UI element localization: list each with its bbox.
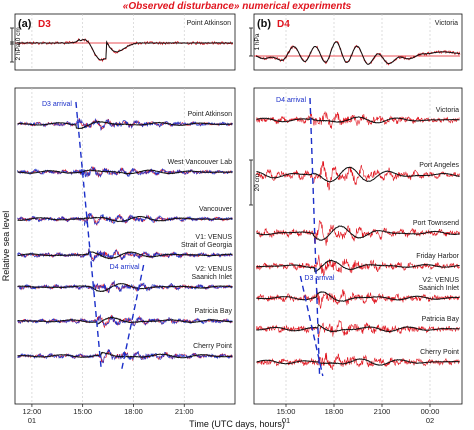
panel-b-x-tick-label: 18:00 (325, 407, 344, 416)
y-axis-title: Relative sea level (1, 211, 11, 282)
panel-b-modeled-line (256, 323, 460, 333)
panel-a-pressure-scale-label: 2 hPa (15, 43, 22, 60)
panel-a-pressure-frame (14, 13, 236, 71)
panel-b-label: (b) (257, 18, 271, 30)
panel-a-pressure-modeled-line (17, 38, 234, 61)
panel-b-pressure-frame (253, 13, 463, 71)
panel-b-x-tick-label: 15:00 (277, 407, 296, 416)
panel-b-arrival-label: D3 arrival (304, 275, 334, 282)
panel-b-observed-line (256, 352, 460, 370)
panel-a-sealevel-scale-label: 10 cm (15, 27, 22, 45)
panel-b-x-tick-label: 00:00 (421, 407, 440, 416)
panel-b-observed-line (256, 161, 460, 191)
panel-b-modeled-line (256, 358, 460, 366)
panel-b-modeled-line (256, 291, 460, 302)
panel-a-station-label: Cherry Point (193, 343, 232, 350)
panel-b-pressure-modeled-line (255, 41, 461, 65)
panel-a-arrival-label: D4 arrival (110, 264, 140, 271)
panel-a-station-label: Point Atkinson (188, 111, 232, 118)
panel-b-station-label: Cherry Point (420, 349, 459, 356)
panel-a-x-day-label: 01 (28, 416, 36, 425)
panel-a-station-label: Strait of Georgia (181, 242, 232, 249)
panel-b-station-label: Port Angeles (419, 162, 459, 169)
panel-b-arrival-label: D4 arrival (276, 97, 306, 104)
panel-b-event-label: D4 (277, 19, 290, 30)
panel-b-modeled-line (256, 259, 460, 273)
panel-b-station-label: Friday Harbor (416, 253, 459, 260)
panel-a-label: (a) (18, 18, 32, 30)
panel-a-x-tick-label: 12:00 (23, 407, 42, 416)
panel-a-station-label: V2: VENUS (195, 266, 232, 273)
panel-b-pressure-station-label: Victoria (435, 20, 458, 27)
panel-b-observed-line (256, 219, 460, 246)
panel-b-sealevel-frame (253, 87, 463, 405)
panel-a-modeled-line (17, 169, 233, 175)
panel-b-station-label: Port Townsend (413, 220, 459, 227)
panel-a-event-label: D3 (38, 19, 51, 30)
panel-b-sealevel-scale-label: 20 cm (254, 174, 261, 192)
panel-a-pressure-observed-line (16, 38, 234, 63)
panel-a-x-tick-label: 18:00 (124, 407, 143, 416)
panel-b-x-day-label: 01 (282, 416, 290, 425)
panel-a-arrival-label: D3 arrival (42, 101, 72, 108)
panel-b-x-day-label: 02 (426, 416, 434, 425)
panel-b-station-label: Patricia Bay (422, 316, 460, 323)
panel-a-modeled-line (17, 316, 233, 325)
panel-b-observed-line (256, 109, 460, 129)
panel-a-modeled-line (17, 251, 233, 260)
panel-a-modeled-line (17, 120, 233, 130)
panel-b-x-tick-label: 2100 (374, 407, 391, 416)
panel-a-sealevel-frame (14, 87, 236, 405)
panel-a-filtered-line (17, 313, 233, 327)
panel-a-station-label: Saanich Inlet (192, 274, 233, 281)
panel-b-station-label: Victoria (436, 107, 459, 114)
panel-a-filtered-line (17, 280, 233, 294)
panel-b-modeled-line (256, 225, 460, 241)
panel-a-station-label: Vancouver (199, 206, 233, 213)
panel-a-station-label: V1: VENUS (195, 234, 232, 241)
panel-a-x-tick-label: 21:00 (175, 407, 194, 416)
panel-b-arrival-line (309, 97, 321, 377)
chart-title: «Observed disturbance» numerical experim… (123, 1, 352, 12)
x-axis-title: Time (UTC days, hours) (189, 419, 285, 429)
panel-b-modeled-line (256, 166, 460, 183)
panel-a-filtered-line (17, 166, 233, 178)
panel-a-modeled-line (17, 215, 233, 223)
panel-b-pressure-scale-label: 1 hPa (254, 33, 261, 50)
panel-a-x-tick-label: 15:00 (73, 407, 92, 416)
panel-b-observed-line (256, 288, 460, 310)
panel-b-arrival-line (299, 275, 324, 377)
panel-a-station-label: West Vancouver Lab (168, 159, 232, 166)
panel-a-arrival-line (75, 101, 103, 371)
panel-b-observed-line (256, 254, 460, 277)
panel-a-pressure-station-label: Point Atkinson (187, 20, 231, 27)
panel-b-modeled-line (256, 116, 460, 124)
panel-b-station-label: V2: VENUS (422, 277, 459, 284)
panel-a-station-label: Patricia Bay (195, 308, 233, 315)
panel-b-station-label: Saanich Inlet (419, 285, 460, 292)
panel-a-arrival-line (120, 264, 145, 371)
panel-a-modeled-line (17, 282, 233, 293)
